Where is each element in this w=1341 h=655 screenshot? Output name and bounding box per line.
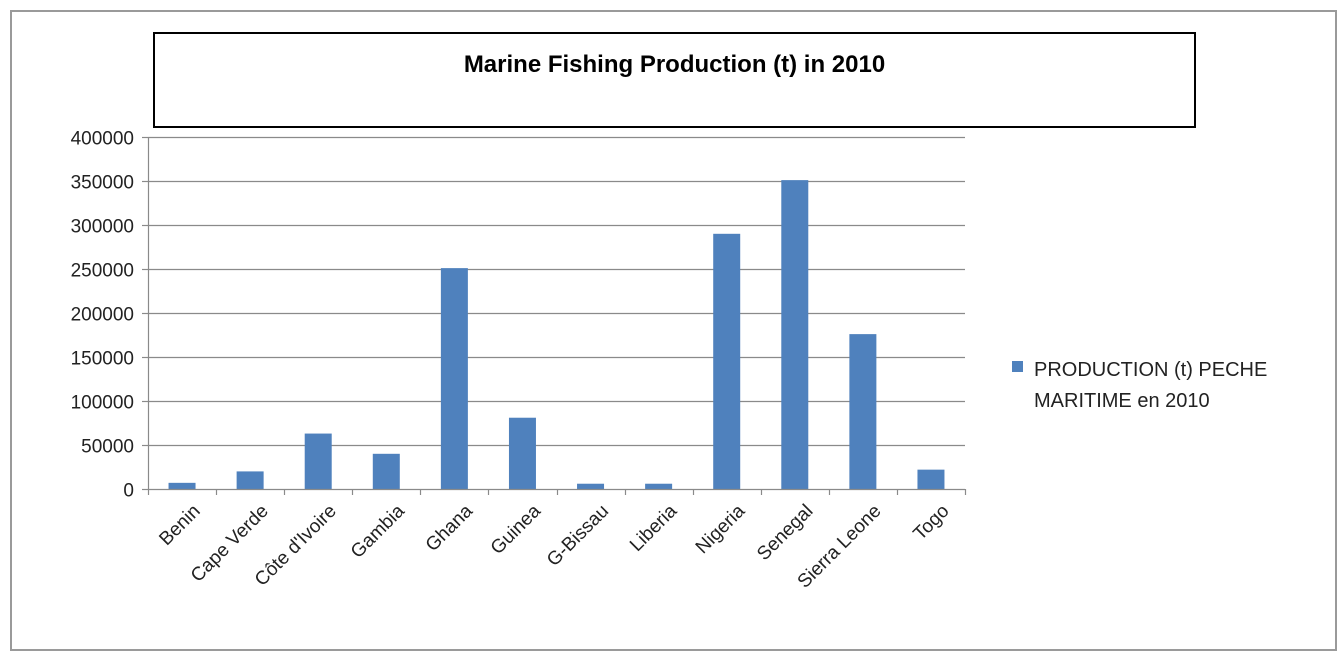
y-tick-label: 0 (123, 481, 134, 502)
bar-benin (168, 482, 196, 489)
y-tick-label: 350000 (71, 173, 134, 194)
x-tick-label: Togo (910, 501, 954, 545)
bar-c-te-d-ivoire (304, 433, 332, 489)
x-tick-label: Ghana (422, 500, 477, 555)
x-tick-label: Guinea (487, 500, 545, 558)
bar-g-bissau (577, 483, 605, 489)
x-tick-label: Nigeria (692, 500, 750, 558)
legend-label: PRODUCTION (t) PECHE MARITIME en 2010 (1034, 355, 1334, 417)
y-tick-label: 200000 (71, 305, 134, 326)
y-tick-label: 300000 (71, 217, 134, 238)
bar-togo (917, 469, 945, 489)
bar-gambia (372, 453, 400, 489)
legend-label-line-1: PRODUCTION (t) PECHE (1034, 359, 1268, 381)
x-tick-label: Liberia (626, 500, 681, 555)
x-tick-label: G-Bissau (543, 501, 613, 571)
x-tick-label: Gambia (347, 500, 409, 562)
bar-senegal (781, 180, 809, 489)
legend-label-line-2: MARITIME en 2010 (1034, 390, 1210, 412)
y-tick-label: 250000 (71, 261, 134, 282)
bar-nigeria (713, 233, 741, 489)
bar-sierra-leone (849, 334, 877, 489)
chart-title: Marine Fishing Production (t) in 2010 (463, 51, 886, 78)
y-axis-ticks: 0 50000 100000 150000 200000 250000 300000 3500… (71, 129, 148, 502)
bar-cape-verde (236, 471, 264, 489)
bar-ghana (440, 268, 468, 489)
bar-liberia (645, 483, 673, 489)
bar-guinea (508, 417, 536, 489)
chart-title-box: Marine Fishing Production (t) in 2010 (153, 32, 1196, 128)
x-tick-label: Benin (155, 501, 204, 550)
bars (168, 180, 945, 489)
y-tick-label: 150000 (71, 349, 134, 370)
x-tick-label: Senegal (753, 501, 817, 565)
y-tick-label: 400000 (71, 129, 134, 150)
y-tick-label: 100000 (71, 393, 134, 414)
gridlines (148, 136, 965, 447)
legend-swatch (1012, 361, 1023, 372)
y-tick-label: 50000 (81, 437, 134, 458)
